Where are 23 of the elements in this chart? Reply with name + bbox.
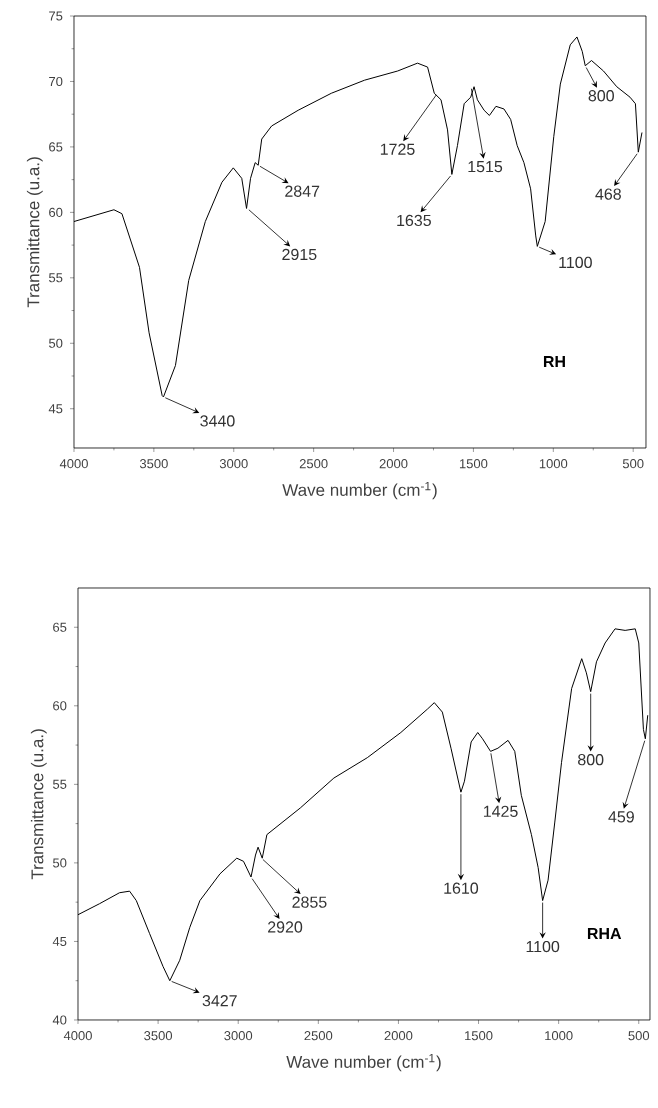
annotation: RHA xyxy=(587,928,622,940)
annotation: 2915 xyxy=(282,248,317,261)
annotation: 468 xyxy=(595,188,621,200)
annotation: 3440 xyxy=(200,415,235,427)
annotation: 2855 xyxy=(292,896,327,908)
y-axis-title: Transmittance (u.a.) xyxy=(30,729,47,880)
annotation: 800 xyxy=(588,90,614,102)
annotation: 3427 xyxy=(202,995,237,1007)
annotation: 1100 xyxy=(526,940,560,953)
annotation: RH xyxy=(543,356,565,368)
annotation: 1610 xyxy=(444,882,479,894)
annotation: 2847 xyxy=(285,185,320,197)
x-axis-title: Wave number (cm$^{-1}$) xyxy=(282,482,437,500)
annotation: 459 xyxy=(608,811,634,823)
y-axis-title: Transmittance (u.a.) xyxy=(26,157,43,308)
annotation: 1100 xyxy=(559,256,592,269)
annotation: 1425 xyxy=(483,805,518,818)
annotation: 800 xyxy=(578,754,604,766)
annotation: 2920 xyxy=(268,921,303,933)
annotation: 1515 xyxy=(468,161,503,173)
annotation: 1725 xyxy=(380,143,415,155)
x-axis-title: Wave number (cm$^{-1}$) xyxy=(286,1053,441,1072)
annotation: 1635 xyxy=(397,214,431,227)
